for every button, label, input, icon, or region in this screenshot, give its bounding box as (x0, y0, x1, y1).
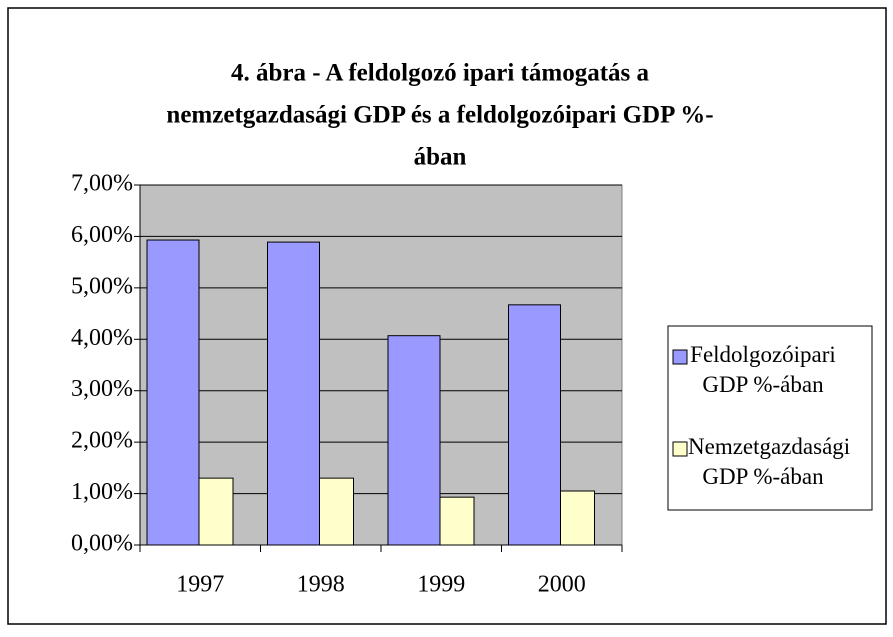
chart-title: ában (414, 144, 467, 171)
legend: Feldolgozóipari GDP %-ában Nemzetgazdaság… (667, 325, 873, 511)
y-tick-label: 4,00% (71, 325, 133, 351)
x-tick-label: 1998 (297, 572, 345, 598)
bar (439, 496, 475, 546)
y-tick-label: 3,00% (71, 376, 133, 402)
legend-label: Nemzetgazdasági GDP %-ában (688, 434, 851, 489)
bar (560, 490, 595, 546)
legend-box (667, 325, 873, 511)
legend-label: Feldolgozóipari GDP %-ában (690, 342, 836, 397)
y-tick-label: 5,00% (71, 273, 133, 299)
bar (146, 239, 200, 546)
bar (198, 477, 234, 546)
y-tick-label: 2,00% (71, 428, 133, 454)
bar (508, 304, 561, 546)
x-tick-label: 1997 (176, 572, 224, 598)
legend-text: Feldolgozóipari GDP %-ában (690, 342, 836, 397)
x-tick-label: 1999 (417, 572, 465, 598)
y-tick-label: 0,00% (71, 531, 133, 557)
legend-text: Nemzetgazdasági GDP %-ában (688, 434, 851, 489)
legend-swatch (672, 441, 688, 457)
x-tick-label: 2000 (538, 572, 586, 598)
chart-title: 4. ábra - A feldolgozó ipari támogatás a (231, 60, 650, 87)
bar (387, 335, 441, 546)
y-tick-label: 7,00% (71, 171, 133, 197)
y-tick-label: 6,00% (71, 222, 133, 248)
y-tick-label: 1,00% (71, 479, 133, 505)
chart-title: nemzetgazdasági GDP és a feldolgozóipari… (166, 102, 713, 129)
bar (319, 477, 354, 546)
legend-swatch (672, 349, 688, 365)
bar (267, 241, 320, 546)
